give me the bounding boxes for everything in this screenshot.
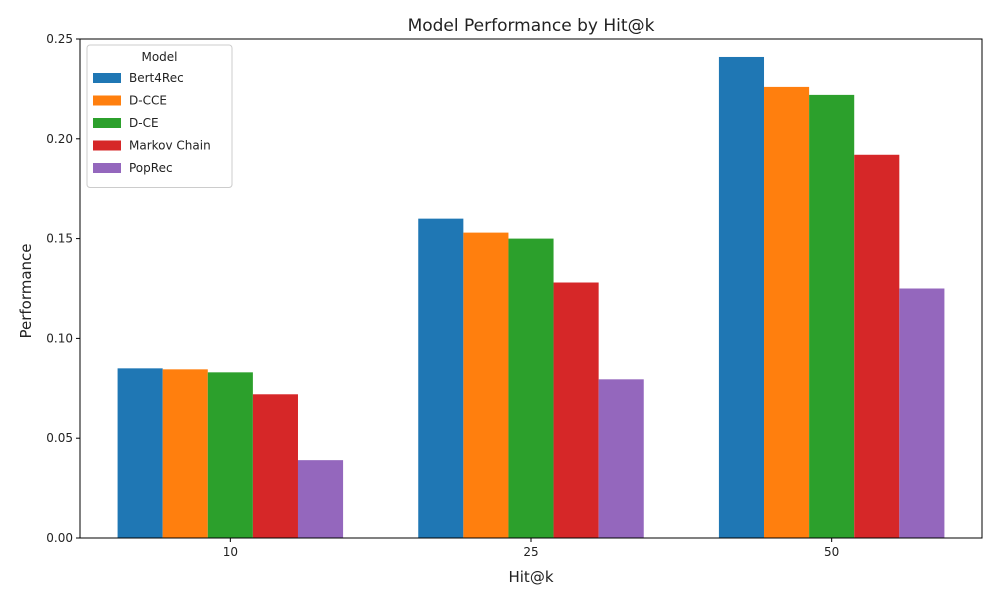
bar-d-cce-50 — [764, 86, 810, 539]
y-axis: 0.00 0.05 0.10 0.15 0.20 0.25 — [46, 32, 80, 545]
y-tick-label: 0.15 — [46, 232, 73, 246]
chart-title: Model Performance by Hit@k — [408, 16, 655, 36]
x-axis-label: Hit@k — [508, 568, 553, 586]
bars-layer — [117, 56, 945, 539]
bar-markov-chain-50 — [854, 154, 900, 538]
x-tick-label: 10 — [223, 545, 238, 559]
legend-box — [86, 44, 233, 188]
bar-d-ce-25 — [508, 238, 554, 538]
bar-poprec-25 — [598, 379, 644, 538]
legend-label-d-cce: D-CCE — [129, 94, 167, 108]
x-tick-label: 50 — [824, 545, 839, 559]
legend-swatch-markov-chain — [93, 140, 121, 151]
legend[interactable]: Model Bert4Rec D-CCE D-CE Markov Chain PopRe… — [86, 44, 233, 188]
legend-label-markov-chain: Markov Chain — [129, 139, 211, 153]
bar-bert4rec-10 — [117, 368, 163, 538]
y-tick-label: 0.25 — [46, 32, 73, 46]
bar-d-cce-25 — [463, 232, 509, 538]
y-tick-label: 0.20 — [46, 132, 73, 146]
x-tick-label: 25 — [523, 545, 538, 559]
legend-title: Model — [141, 50, 177, 64]
x-axis: 10 25 50 — [223, 538, 839, 559]
legend-swatch-d-ce — [93, 118, 121, 128]
legend-swatch-d-cce — [93, 95, 121, 106]
y-tick-label: 0.00 — [46, 531, 73, 545]
bar-bert4rec-25 — [418, 218, 464, 538]
legend-label-bert4rec: Bert4Rec — [129, 71, 184, 85]
legend-label-poprec: PopRec — [129, 161, 173, 175]
bar-markov-chain-10 — [252, 394, 298, 538]
bar-d-ce-50 — [809, 94, 855, 538]
bar-d-cce-10 — [162, 369, 208, 538]
y-axis-label: Performance — [17, 243, 35, 338]
bar-d-ce-10 — [207, 372, 253, 538]
legend-swatch-poprec — [93, 163, 121, 173]
bar-markov-chain-25 — [553, 282, 599, 538]
legend-label-d-ce: D-CE — [129, 116, 159, 130]
bar-poprec-50 — [899, 288, 945, 538]
y-tick-label: 0.05 — [46, 431, 73, 445]
bar-bert4rec-50 — [718, 56, 765, 539]
bar-poprec-10 — [297, 460, 344, 538]
legend-swatch-bert4rec — [93, 73, 121, 83]
plot-frame — [79, 38, 983, 539]
y-tick-label: 0.10 — [46, 331, 73, 345]
